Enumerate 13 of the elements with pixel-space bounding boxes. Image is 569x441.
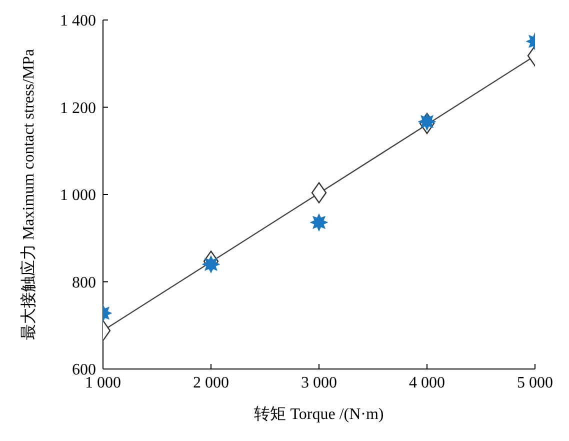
y-tick-label: 1 400 — [60, 12, 96, 30]
y-tick-label: 1 200 — [60, 100, 96, 117]
y-axis-title: 最大接触应力 Maximum contact stress/MPa — [20, 48, 38, 340]
y-tick-label: 800 — [72, 274, 96, 292]
y-tick-label: 1 000 — [60, 187, 96, 204]
point — [310, 214, 328, 231]
x-tick-label: 1 000 — [85, 374, 121, 392]
x-tick-label: 3 000 — [301, 374, 337, 392]
x-tick-label: 5 000 — [517, 374, 553, 392]
x-tick-label: 2 000 — [193, 374, 229, 392]
x-axis-title: 转矩 Torque /(N·m) — [254, 406, 384, 423]
point — [311, 182, 327, 204]
x-tick-label: 4 000 — [409, 374, 445, 392]
